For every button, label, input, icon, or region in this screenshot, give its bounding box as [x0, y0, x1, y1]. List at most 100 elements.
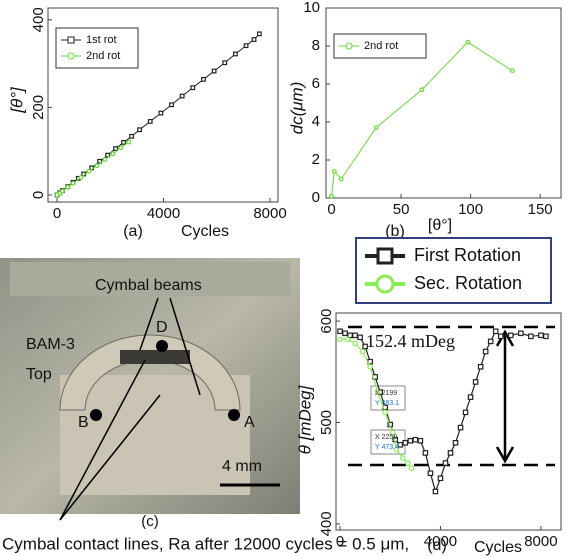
plot-area: [47, 7, 279, 203]
arrow: [59, 394, 161, 521]
data-point: [137, 127, 142, 133]
photo-gap: [120, 350, 190, 364]
point-b: [90, 409, 102, 421]
panel-label: (a): [123, 223, 143, 240]
data-point: [538, 332, 544, 339]
data-point: [412, 436, 419, 443]
x-axis-label: Cycles: [474, 539, 522, 556]
data-point: [94, 163, 100, 169]
data-point: [408, 465, 415, 471]
data-point: [382, 409, 389, 416]
chart: 0 4000 8000 400 500 600 Cycles (d) θ [mDeg] First…: [295, 237, 562, 556]
data-point: [78, 175, 84, 180]
data-point: [472, 379, 479, 385]
data-point: [518, 330, 524, 337]
point-a: [228, 409, 240, 421]
data-point: [402, 439, 409, 446]
data-point: [169, 102, 174, 108]
data-point: [105, 152, 111, 158]
data-point: [190, 85, 196, 91]
photo: Cymbal beams D BAM-3 Top B A 4 mm (c): [0, 258, 300, 530]
datatip: [370, 429, 406, 455]
chart: 0 50 100 150 0 2 4 6 8 10 [θ°] (b) dc(μm) 2nd rot: [287, 0, 562, 240]
legend-label: Sec. Rotation: [414, 273, 522, 293]
data-point: [110, 151, 116, 157]
data-point: [482, 348, 489, 355]
legend-label: 2nd rot: [364, 40, 398, 52]
data-point: [543, 333, 549, 340]
data-point: [113, 146, 119, 151]
data-point: [452, 439, 459, 446]
legend-marker: [376, 247, 394, 265]
x-tick-label: 100: [458, 201, 483, 218]
data-point: [118, 145, 124, 151]
data-point: [222, 60, 228, 66]
data-point: [462, 409, 469, 416]
x-tick-label: 50: [393, 201, 410, 218]
data-point: [102, 157, 108, 162]
y-tick-label: 600: [318, 309, 335, 334]
data-point: [147, 119, 153, 124]
y-tick-label: 500: [318, 410, 335, 435]
datatip-text: X 2199: [375, 390, 397, 397]
data-point: [86, 168, 92, 174]
y-tick-label: 400: [318, 511, 335, 536]
annotation: 152.4 mDeg: [366, 331, 455, 351]
data-point: [399, 455, 406, 461]
legend-box: [55, 27, 139, 69]
caption: Cymbal contact lines, Ra after 12000 cyc…: [2, 534, 409, 553]
data-point: [437, 475, 444, 482]
data-point: [359, 348, 366, 355]
data-point: [121, 140, 127, 145]
data-point: [126, 139, 132, 145]
photo-label: BAM-3: [26, 336, 75, 353]
data-point: [467, 394, 474, 400]
data-point: [457, 424, 464, 431]
data-point: [331, 168, 337, 174]
data-point: [179, 93, 185, 99]
data-point: [419, 87, 425, 93]
photo-label: Top: [26, 366, 52, 383]
legend-marker: [345, 42, 353, 50]
data-point: [65, 184, 71, 190]
data-point: [70, 180, 76, 186]
data-point: [373, 125, 379, 131]
y-tick-label: 4: [312, 113, 320, 130]
x-axis-label: Cycles: [181, 223, 229, 240]
data-point: [397, 442, 404, 448]
y-axis-label: [θ°]: [7, 86, 26, 114]
x-tick-label: 4000: [147, 205, 180, 222]
data-point: [407, 437, 414, 444]
photo-label: Cymbal beams: [95, 277, 202, 294]
data-point: [342, 330, 348, 337]
datatip-text: Y 473.4: [375, 444, 399, 451]
y-tick-label: 6: [312, 75, 320, 92]
y-tick-label: 2: [312, 151, 320, 168]
arrow: [169, 297, 201, 396]
data-point: [477, 363, 484, 370]
plot-area: [335, 312, 562, 531]
arrow: [59, 359, 146, 521]
data-point: [528, 333, 534, 340]
data-point: [337, 336, 343, 343]
data-point: [201, 76, 206, 82]
photo-label: B: [78, 414, 89, 431]
photo-top-block: [10, 262, 290, 296]
data-point: [329, 193, 334, 199]
data-point: [211, 68, 217, 74]
y-axis-label: dc(μm): [287, 82, 306, 135]
panel-d-decor: [348, 325, 555, 467]
data-point: [465, 39, 471, 45]
panel-label: (c): [141, 513, 159, 530]
series-line: [331, 41, 513, 197]
data-point: [432, 488, 439, 495]
data-point: [352, 332, 358, 339]
data-point: [158, 110, 164, 116]
data-point: [487, 338, 494, 345]
y-tick-label: 0: [30, 191, 47, 199]
legend-label: 1st rot: [86, 34, 117, 46]
x-tick-label: 0: [53, 205, 61, 222]
data-point: [427, 470, 434, 477]
data-point: [362, 343, 368, 350]
